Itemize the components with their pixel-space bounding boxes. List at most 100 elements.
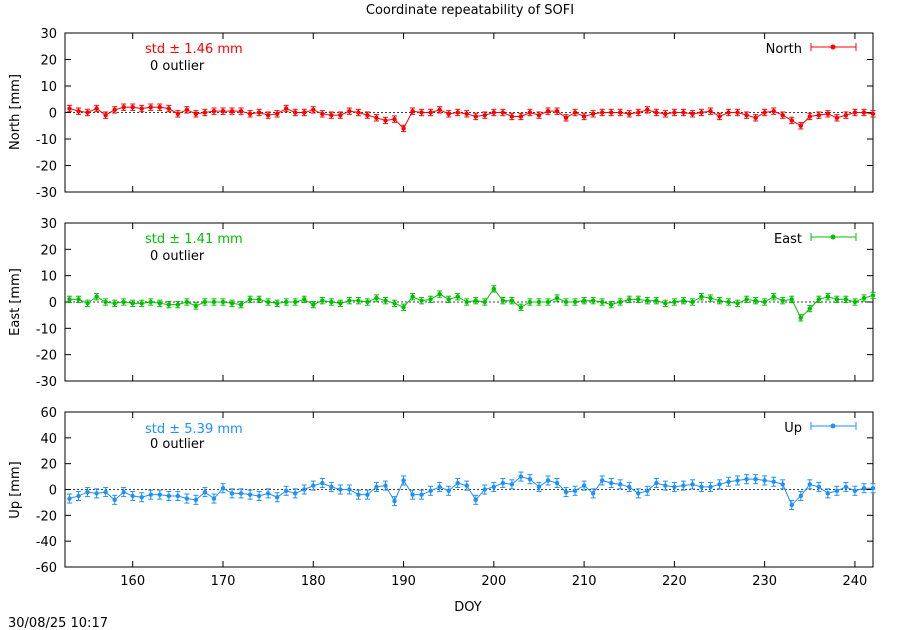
up-x-tick-label: 240	[843, 574, 868, 589]
up-data-point	[563, 489, 569, 495]
east-data-point	[608, 302, 614, 307]
east-data-point	[157, 301, 162, 306]
up-data-point	[238, 491, 244, 496]
east-data-point	[67, 297, 72, 302]
east-data-point	[446, 297, 451, 302]
up-data-point	[112, 497, 117, 503]
east-data-point	[843, 297, 849, 302]
up-data-point	[708, 484, 713, 490]
panel-north: North [mm] std ± 1.46 mm 0 outlier North…	[8, 27, 876, 201]
up-data-point	[302, 487, 307, 492]
up-data-point	[807, 482, 813, 487]
up-data-point	[338, 487, 343, 492]
north-data-point	[482, 112, 487, 118]
up-data-point	[148, 492, 153, 497]
east-data-point	[302, 297, 307, 302]
up-data-point	[608, 480, 614, 486]
east-data-point	[771, 294, 776, 299]
north-data-point	[771, 108, 776, 114]
north-data-point	[283, 106, 289, 111]
north-data-point	[419, 110, 424, 115]
north-data-point	[238, 108, 244, 114]
north-axis-label: North [mm]	[8, 74, 23, 150]
east-data-point	[437, 291, 442, 297]
east-data-point	[139, 301, 144, 306]
up-data-point	[753, 476, 758, 482]
chart-title: Coordinate repeatability of SOFI	[366, 3, 574, 18]
east-legend-marker	[830, 234, 836, 240]
north-data-point	[446, 111, 451, 117]
east-data-point	[735, 301, 740, 306]
north-data-point	[103, 112, 108, 118]
up-data-point	[527, 476, 533, 482]
up-data-point	[834, 488, 840, 493]
up-data-point	[76, 493, 81, 499]
north-data-point	[410, 108, 415, 114]
north-data-point	[672, 110, 677, 115]
east-data-point	[347, 298, 352, 303]
up-data-point	[320, 480, 325, 486]
up-y-tick-label: -60	[36, 561, 57, 576]
east-data-point	[690, 299, 695, 305]
up-data-point	[699, 484, 704, 490]
north-data-point	[816, 112, 822, 118]
east-data-point	[220, 299, 226, 305]
north-data-point	[762, 110, 767, 115]
east-data-point	[184, 299, 190, 305]
north-data-point	[383, 118, 388, 123]
up-data-point	[121, 489, 126, 495]
up-data-point	[762, 478, 767, 483]
east-data-point	[726, 299, 731, 305]
up-data-point	[509, 482, 515, 487]
north-data-point	[563, 115, 569, 121]
north-data-point	[311, 107, 316, 113]
east-data-point	[148, 299, 153, 305]
north-std-label: std ± 1.46 mm	[145, 42, 243, 57]
up-data-point	[347, 487, 352, 492]
up-data-point	[852, 488, 858, 493]
up-series-line	[69, 476, 873, 506]
north-data-point	[726, 110, 731, 115]
north-y-tick-label: 30	[40, 27, 57, 42]
up-x-tick-label: 190	[391, 574, 416, 589]
east-data-point	[256, 297, 262, 302]
north-data-point	[85, 110, 90, 115]
up-data-point	[446, 488, 451, 493]
east-data-point	[410, 294, 415, 299]
up-data-point	[780, 482, 785, 487]
east-data-point	[94, 294, 99, 299]
east-data-point	[663, 301, 668, 306]
east-data-point	[401, 305, 406, 310]
north-data-point	[401, 126, 406, 131]
north-data-point	[636, 110, 641, 115]
east-data-point	[645, 298, 650, 303]
north-data-point	[663, 111, 668, 117]
up-data-point	[67, 496, 72, 501]
east-data-point	[112, 301, 117, 306]
east-data-point	[545, 299, 551, 305]
north-data-point	[545, 108, 551, 114]
north-data-point	[320, 111, 325, 117]
east-data-point	[274, 301, 280, 306]
east-data-point	[618, 299, 623, 305]
north-data-point	[681, 110, 686, 115]
up-x-tick-label: 170	[211, 574, 236, 589]
up-x-tick-label: 230	[752, 574, 777, 589]
east-data-point	[130, 301, 135, 306]
up-data-point	[85, 489, 90, 495]
north-data-point	[157, 105, 162, 110]
east-data-point	[590, 298, 596, 303]
up-y-tick-label: 40	[40, 432, 57, 447]
up-data-point	[518, 474, 524, 479]
up-legend-marker	[830, 423, 836, 429]
east-data-point	[834, 297, 840, 302]
up-y-tick-label: 0	[49, 484, 57, 499]
east-data-point	[672, 299, 677, 305]
east-data-point	[229, 301, 235, 306]
east-data-point	[265, 299, 271, 305]
east-data-point	[852, 299, 858, 305]
up-data-point	[419, 492, 424, 497]
east-data-point	[708, 295, 713, 301]
up-data-point	[383, 483, 388, 488]
east-data-point	[536, 299, 542, 305]
